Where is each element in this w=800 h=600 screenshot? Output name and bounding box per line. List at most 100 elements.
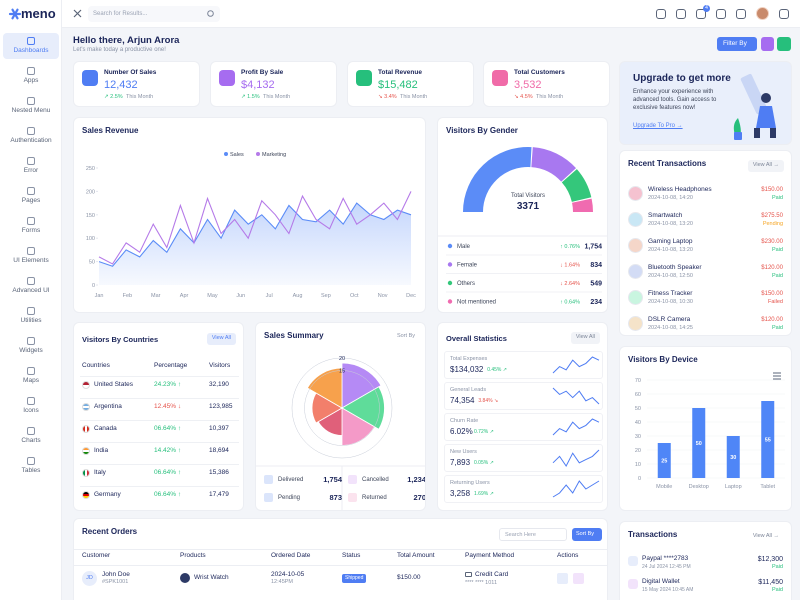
- customer-name: John Doe: [102, 571, 130, 578]
- topbar-icon[interactable]: [716, 9, 726, 19]
- nav-label: Maps: [23, 377, 39, 384]
- nav-item[interactable]: Pages: [3, 183, 59, 209]
- country-name: United States: [94, 381, 134, 388]
- topbar-icon[interactable]: [676, 9, 686, 19]
- y-tick-label: 0: [638, 476, 641, 482]
- country-name: Germany: [94, 491, 121, 498]
- nav-item[interactable]: Advanced UI: [3, 273, 59, 299]
- nav-item[interactable]: Forms: [3, 213, 59, 239]
- nav-item[interactable]: Maps: [3, 363, 59, 389]
- method-icon: [628, 579, 638, 589]
- nav-item[interactable]: Utilities: [3, 303, 59, 329]
- stat-card: Number Of Sales 12,432 ↗ 2.5% This Month: [73, 61, 200, 107]
- column-header: Ordered Date: [271, 552, 311, 559]
- topbar-icon[interactable]: [779, 9, 789, 19]
- nav-icon: [27, 97, 35, 105]
- nav-item[interactable]: Charts: [3, 423, 59, 449]
- stat-value: 74,354: [450, 396, 475, 405]
- summary-icon: [348, 475, 357, 484]
- transaction-amount: $11,450: [758, 579, 783, 586]
- button[interactable]: View All: [570, 332, 600, 344]
- search-placeholder: Search for Results...: [93, 11, 148, 17]
- legend-dot: [256, 152, 260, 156]
- stat-period: This Month: [263, 94, 291, 100]
- stat-period: This Month: [126, 94, 154, 100]
- nav-item[interactable]: Apps: [3, 63, 59, 89]
- center-label: Total Visitors: [511, 193, 545, 199]
- search-box[interactable]: Search for Results...: [88, 6, 220, 22]
- nav-item[interactable]: Widgets: [3, 333, 59, 359]
- stat-row: [444, 444, 603, 472]
- legend-change: ↓ 2.64%: [560, 281, 580, 287]
- graphic: [733, 73, 776, 140]
- legend-name: Not mentioned: [457, 300, 496, 306]
- avatar[interactable]: [756, 7, 769, 20]
- donut-segment: [572, 198, 593, 212]
- nav-item[interactable]: Tables: [3, 453, 59, 479]
- flag: [82, 403, 90, 411]
- x-tick-label: Desktop: [689, 484, 709, 490]
- stat-icon: [356, 70, 372, 86]
- button[interactable]: View All →: [752, 533, 779, 539]
- summary-name: Returned: [362, 495, 387, 501]
- legend-change: ↓ 1.64%: [560, 263, 580, 269]
- summary-icon: [264, 493, 273, 502]
- transaction-status: Paid: [771, 587, 783, 593]
- nav-label: Dashboards: [13, 47, 49, 54]
- country-percentage: 24.23% ↑: [154, 381, 182, 388]
- x-tick-label: Feb: [123, 293, 132, 299]
- nav-item[interactable]: Dashboards: [3, 33, 59, 59]
- card-title: Visitors By Device: [628, 355, 698, 364]
- x-tick-label: Sep: [321, 293, 331, 299]
- product-icon: [628, 238, 643, 253]
- settings-button[interactable]: [777, 37, 791, 51]
- transaction-amount: $12,300: [757, 556, 783, 563]
- overall-statistics-card: Overall Statistics View All Total Expenses…: [437, 322, 608, 511]
- y-tick-label: 10: [635, 462, 641, 468]
- topbar-icon[interactable]: [696, 9, 706, 19]
- edit-button[interactable]: [573, 573, 584, 584]
- stat-label: New Users: [450, 449, 477, 455]
- stat-change: 0.45% ↗: [487, 367, 507, 373]
- nav-item[interactable]: Icons: [3, 393, 59, 419]
- transaction-amount: $150.00: [761, 291, 783, 297]
- device-card: Visitors By Device 0 10 20 30 40 50 60 70 25 Mobil…: [619, 346, 792, 511]
- topbar-icon[interactable]: [736, 9, 746, 19]
- transaction-status: Paid: [771, 273, 783, 279]
- export-button[interactable]: [761, 37, 774, 51]
- country-visitors: 123,985: [209, 403, 233, 410]
- stat-change: 1.69% ↗: [474, 491, 494, 497]
- x-tick-label: Tablet: [760, 484, 775, 490]
- transaction-amount: $120.00: [761, 317, 783, 323]
- column-header: Customer: [82, 552, 111, 559]
- nav-icon: [27, 307, 35, 315]
- upgrade-link[interactable]: Upgrade To Pro →: [633, 123, 683, 129]
- transaction-date: 2024-10-08, 14:25: [648, 325, 693, 331]
- topbar-icon[interactable]: [656, 9, 666, 19]
- nav-label: Apps: [23, 77, 39, 84]
- stat-row: [444, 413, 603, 441]
- sort-button[interactable]: Sort By: [396, 333, 415, 339]
- nav-item[interactable]: Nested Menu: [3, 93, 59, 119]
- nav-item[interactable]: Error: [3, 153, 59, 179]
- summary-value: 1,234: [407, 475, 426, 484]
- nav-item[interactable]: UI Elements: [3, 243, 59, 269]
- nav-label: Utilities: [20, 317, 42, 324]
- stat-title: Total Customers: [514, 69, 565, 76]
- button[interactable]: View All →: [747, 160, 784, 172]
- view-button[interactable]: [557, 573, 568, 584]
- nav-item[interactable]: Authentication: [3, 123, 59, 149]
- topbar: Search for Results... 4: [62, 0, 800, 28]
- filter-button[interactable]: Filter By: [717, 37, 757, 51]
- nav-label: Tables: [21, 467, 41, 474]
- illustration: [761, 93, 771, 103]
- sort-button[interactable]: Sort By: [572, 528, 602, 541]
- summary-name: Pending: [278, 495, 301, 501]
- sidebar: meno Dashboards Apps Nested Menu Authenticat…: [0, 0, 62, 600]
- x-tick-label: Apr: [180, 293, 189, 299]
- transaction-date: 2024-10-08, 13:20: [648, 247, 693, 253]
- search-box[interactable]: Search Here: [499, 528, 567, 541]
- button[interactable]: View All: [206, 333, 236, 345]
- x-tick-label: Jan: [95, 293, 104, 299]
